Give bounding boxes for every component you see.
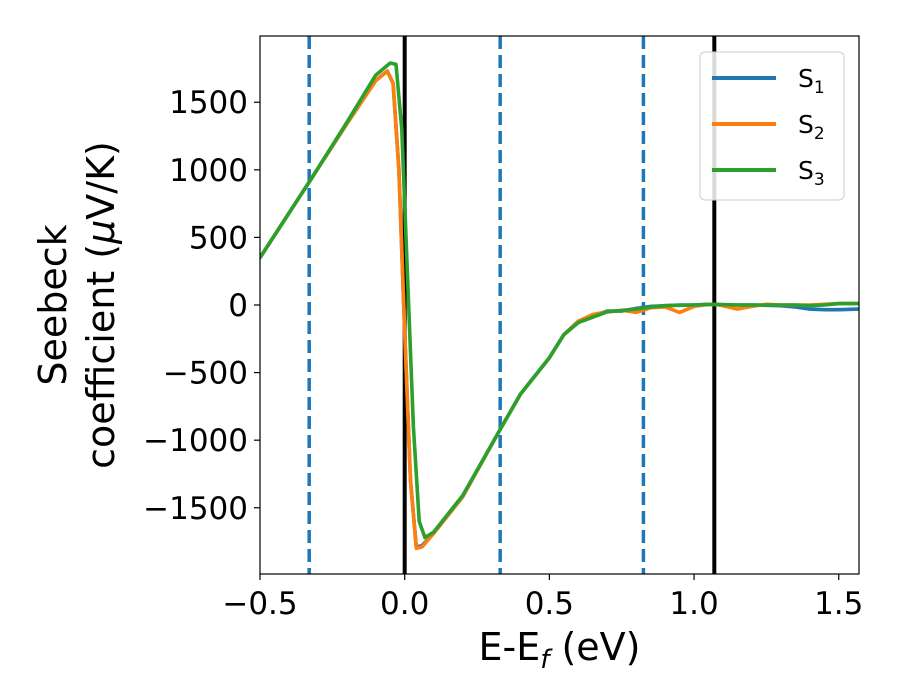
y-tick-label: 1000 [169,153,248,189]
x-tick-label: 0.5 [525,586,574,622]
axis-ticks: −0.5 0.0 0.5 1.0 1.5 −1500 −1000 −500 0 500 1000 15… [143,85,863,622]
legend-label-s1: S1 [798,64,825,98]
y-tick-label: 1500 [169,85,248,121]
series-line-s3 [260,61,859,540]
y-tick-label: 0 [228,288,248,324]
y-tick-label: 500 [189,220,248,256]
legend-label-s2: S2 [798,110,825,144]
y-axis-title-line1: Seebeck [31,224,75,385]
x-tick-label: 1.5 [814,586,863,622]
x-tick-label: 1.0 [669,586,718,622]
series-layer [260,61,859,551]
y-tick-label: −500 [163,356,248,392]
y-tick-label: −1500 [143,491,248,527]
x-tick-label: 0.0 [380,586,429,622]
legend: S1 S2 S3 [699,51,845,201]
legend-label-s3: S3 [798,156,825,190]
x-tick-label: −0.5 [222,586,297,622]
y-axis-title-line2: coefficient (μV/K) [79,141,123,469]
y-tick-label: −1000 [143,423,248,459]
x-axis-title: E-Ef (eV) [479,625,641,675]
series-line-s2 [260,69,859,551]
